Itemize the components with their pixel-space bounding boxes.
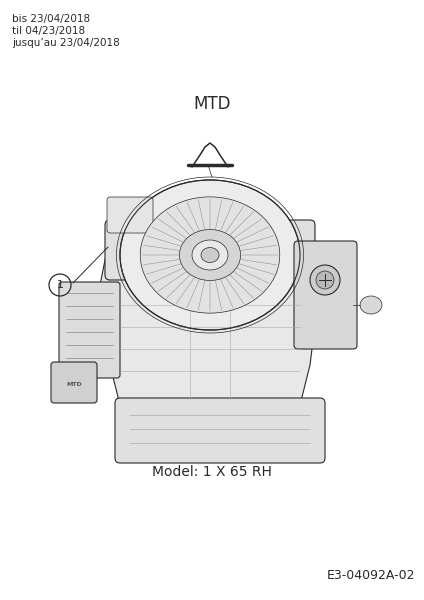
Ellipse shape [201,247,219,263]
FancyBboxPatch shape [294,241,357,349]
Text: til 04/23/2018: til 04/23/2018 [12,26,85,36]
Ellipse shape [360,296,382,314]
Text: bis 23/04/2018: bis 23/04/2018 [12,14,90,24]
FancyBboxPatch shape [51,362,97,403]
FancyBboxPatch shape [115,398,325,463]
Ellipse shape [316,271,334,289]
FancyBboxPatch shape [105,220,315,280]
Text: Model: 1 X 65 RH: Model: 1 X 65 RH [152,465,272,479]
Ellipse shape [140,197,280,313]
Text: MTD: MTD [193,95,231,113]
Ellipse shape [120,180,300,330]
Ellipse shape [179,229,240,280]
Text: MTD: MTD [66,383,82,388]
Text: jusqu’au 23/04/2018: jusqu’au 23/04/2018 [12,38,120,48]
Text: 1: 1 [56,280,64,290]
Polygon shape [100,235,320,425]
Ellipse shape [192,240,228,270]
FancyBboxPatch shape [59,282,120,378]
FancyBboxPatch shape [107,197,153,233]
Text: E3-04092A-02: E3-04092A-02 [326,569,415,582]
Ellipse shape [310,265,340,295]
